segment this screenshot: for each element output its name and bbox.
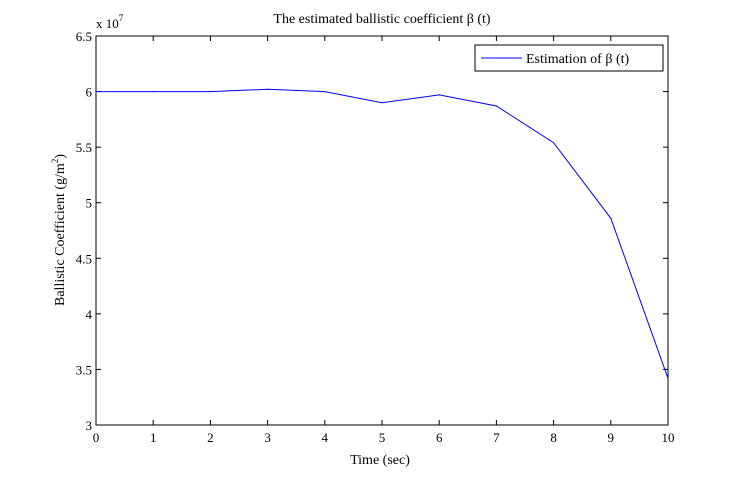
series-layer [95, 88, 669, 379]
x-tick-label: 8 [550, 430, 557, 445]
x-tick-label: 5 [379, 430, 386, 445]
y-tick-label: 6 [86, 85, 93, 100]
x-tick-label: 9 [608, 430, 615, 445]
x-tick-label: 10 [662, 430, 675, 445]
data-point [438, 94, 440, 96]
y-axis-label-end: ) [53, 154, 68, 159]
y-tick-label: 6.5 [76, 29, 92, 44]
data-point [324, 90, 326, 93]
axis-ticks: 0 1 2 3 4 5 6 7 8 9 10 3 3.5 4 4.5 5 5.5 6 6.5 [76, 29, 675, 445]
plot-area [95, 35, 669, 426]
data-point [209, 90, 211, 93]
y-tick-label: 5 [86, 196, 93, 211]
y-tick-label: 4.5 [76, 251, 92, 266]
x-axis-label: Time (sec) [350, 453, 410, 468]
x-tick-label: 6 [436, 430, 443, 445]
data-point [553, 142, 555, 144]
x-tick-label: 3 [264, 430, 271, 445]
data-point [610, 217, 612, 219]
y-axis-label-main: Ballistic Coefficient (g/m [53, 163, 68, 306]
chart-title: The estimated ballistic coefficient β (t… [273, 12, 491, 27]
data-point [667, 377, 669, 379]
x-tick-label: 4 [322, 430, 329, 445]
data-point [381, 102, 383, 104]
x-tick-label: 0 [93, 430, 100, 445]
y-axis-label-superscript: 2 [50, 159, 60, 164]
data-point [95, 90, 97, 93]
y-tick-label: 3.5 [76, 362, 92, 377]
y-tick-label: 4 [86, 307, 93, 322]
data-point [495, 105, 497, 107]
y-axis-label: Ballistic Coefficient (g/m2) [50, 154, 68, 306]
y-tick-label: 3 [86, 418, 93, 433]
data-point [267, 88, 269, 90]
legend-label: Estimation of β (t) [526, 52, 629, 67]
data-point [152, 90, 154, 93]
legend: Estimation of β (t) [474, 44, 664, 72]
y-multiplier: x 107 [96, 13, 124, 31]
x-tick-label: 2 [207, 430, 214, 445]
y-multiplier-base: x 10 [96, 16, 119, 31]
x-tick-label: 7 [493, 430, 500, 445]
x-tick-label: 1 [150, 430, 157, 445]
y-tick-label: 5.5 [76, 140, 92, 155]
y-multiplier-exponent: 7 [119, 13, 124, 23]
